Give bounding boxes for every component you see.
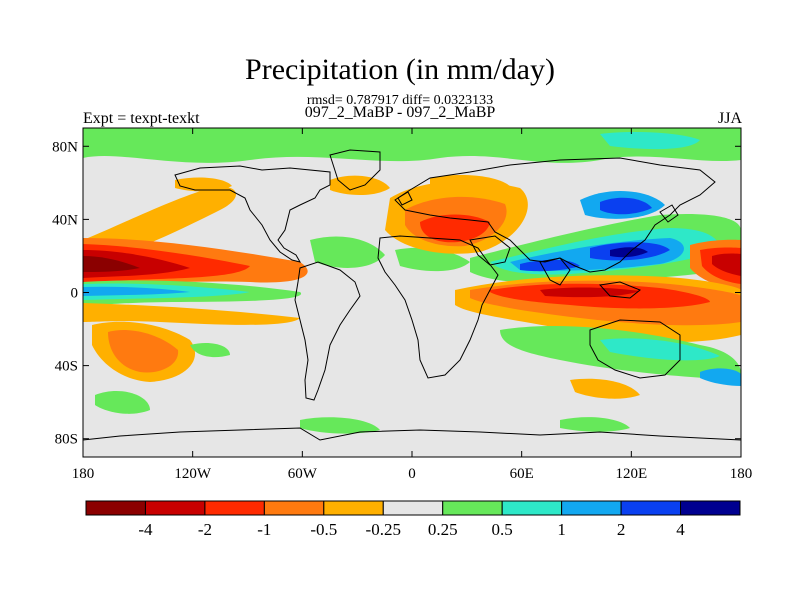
y-tick-label: 0 xyxy=(71,286,79,302)
x-tick-label: 180 xyxy=(730,466,753,482)
y-tick-label: 80S xyxy=(55,432,78,448)
colorbar-label: 0.5 xyxy=(492,520,513,539)
x-tick-label: 60W xyxy=(288,466,318,482)
y-tick-label: 40S xyxy=(55,359,78,375)
field-contour xyxy=(540,287,640,298)
field-contour xyxy=(330,175,390,195)
x-tick-label: 180 xyxy=(72,466,95,482)
colorbar-swatch xyxy=(382,500,444,516)
field-contour xyxy=(600,197,652,215)
field-contour xyxy=(520,259,580,272)
coastlines xyxy=(83,149,741,441)
field-contour xyxy=(310,236,385,268)
colorbar-swatch xyxy=(442,500,503,516)
colorbar-swatch xyxy=(561,500,622,516)
colorbar-label: -1 xyxy=(257,520,271,539)
field-contour xyxy=(430,175,512,194)
field-contour xyxy=(95,390,150,414)
colorbar-label: 0.25 xyxy=(428,520,458,539)
colorbar-label: -4 xyxy=(138,520,153,539)
x-tick-label: 0 xyxy=(408,466,416,482)
field-contour xyxy=(190,343,230,358)
field-contour xyxy=(560,417,630,432)
field-contour xyxy=(300,417,380,434)
colorbar-label: 4 xyxy=(676,520,685,539)
colorbar: -4 -2 -1 -0.5 -0.25 0.25 0.5 1 2 4 xyxy=(85,500,741,539)
field-contour xyxy=(83,303,300,325)
map-field xyxy=(83,128,741,457)
experiment-label: Expt = texpt-texkt xyxy=(83,110,200,127)
field-contour xyxy=(570,378,640,399)
colorbar-label: 2 xyxy=(617,520,626,539)
field-contour xyxy=(83,256,140,272)
colorbar-swatch xyxy=(620,500,682,516)
colorbar-swatch xyxy=(204,500,265,516)
x-axis: 180 120W 60W 0 60E 120E 180 xyxy=(72,128,753,482)
colorbar-swatch xyxy=(501,500,563,516)
x-tick-label: 120W xyxy=(174,466,212,482)
field-contour xyxy=(108,330,179,373)
x-tick-label: 60E xyxy=(510,466,534,482)
colorbar-swatch xyxy=(323,500,384,516)
x-tick-label: 120E xyxy=(615,466,647,482)
y-tick-label: 80N xyxy=(52,139,78,155)
colorbar-swatch xyxy=(85,500,146,516)
field-contour xyxy=(712,253,741,276)
season-label: JJA xyxy=(717,110,742,127)
colorbar-swatch xyxy=(144,500,206,516)
colorbar-label: 1 xyxy=(557,520,566,539)
field-contour xyxy=(610,247,648,258)
colorbar-label: -2 xyxy=(198,520,212,539)
field-contour xyxy=(83,128,741,163)
y-tick-label: 40N xyxy=(52,212,78,228)
stats-label: rmsd= 0.787917 diff= 0.0323133 xyxy=(306,93,494,108)
field-contour xyxy=(700,368,741,386)
field-contour xyxy=(420,214,490,243)
colorbar-swatch xyxy=(263,500,325,516)
comparison-label: 097_2_MaBP - 097_2_MaBP xyxy=(304,104,496,121)
field-contour xyxy=(600,338,720,361)
map-title: Precipitation (in mm/day) xyxy=(245,53,555,86)
colorbar-label: -0.5 xyxy=(310,520,337,539)
colorbar-label: -0.25 xyxy=(366,520,401,539)
y-axis: 80N 40N 0 40S 80S xyxy=(52,139,741,448)
field-contour xyxy=(600,132,700,150)
colorbar-swatch xyxy=(680,500,741,516)
field-contour xyxy=(83,286,190,296)
